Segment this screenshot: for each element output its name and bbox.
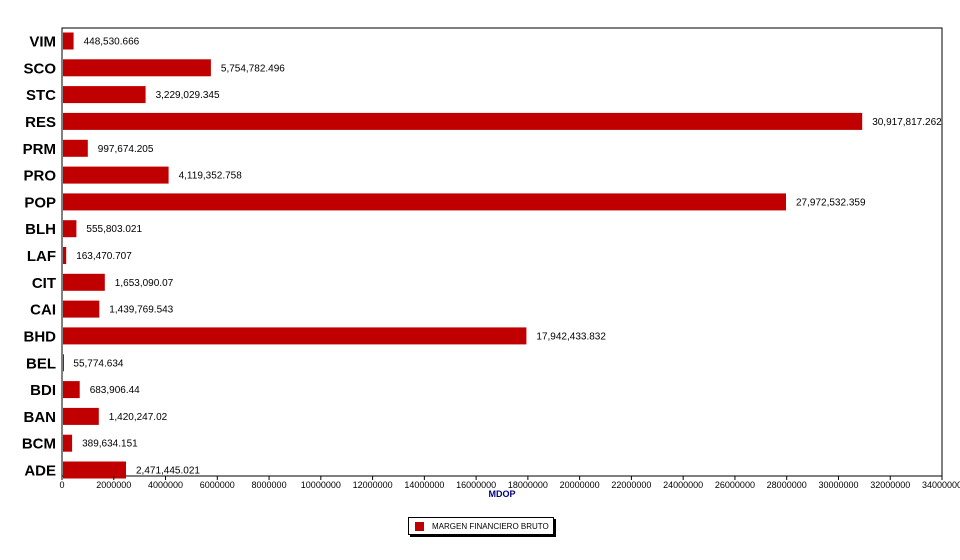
data-label-res: 30,917,817.262	[872, 117, 942, 128]
data-label-stc: 3,229,029.345	[156, 90, 220, 101]
data-label-laf: 163,470.707	[76, 251, 132, 262]
category-label-res: RES	[25, 114, 56, 131]
category-label-bdi: BDI	[30, 382, 56, 399]
bar-bcm	[63, 434, 73, 452]
category-label-bel: BEL	[26, 355, 56, 372]
x-tick-label: 26000000	[715, 480, 755, 490]
category-label-stc: STC	[26, 87, 56, 104]
category-label-laf: LAF	[27, 248, 56, 265]
category-label-vim: VIM	[29, 34, 56, 51]
bar-sco	[63, 59, 211, 77]
x-tick-label: 2000000	[96, 480, 131, 490]
data-label-prm: 997,674.205	[98, 144, 154, 155]
bar-prm	[63, 139, 88, 157]
x-tick-label: 32000000	[870, 480, 910, 490]
data-label-cai: 1,439,769.543	[109, 305, 173, 316]
x-tick-label: 0	[59, 480, 64, 490]
x-tick-label: 8000000	[252, 480, 287, 490]
category-label-pro: PRO	[23, 168, 56, 185]
bar-stc	[63, 86, 146, 104]
bar-ban	[63, 407, 99, 425]
bar-pro	[63, 166, 169, 184]
bar-bdi	[63, 381, 80, 399]
bar-res	[63, 112, 863, 130]
x-tick-label: 28000000	[767, 480, 807, 490]
category-label-blh: BLH	[25, 221, 56, 238]
legend-label: MARGEN FINANCIERO BRUTO	[432, 521, 549, 531]
x-tick-label: 12000000	[353, 480, 393, 490]
x-axis-title: MDOP	[489, 489, 516, 499]
data-label-pop: 27,972,532.359	[796, 197, 866, 208]
category-label-pop: POP	[24, 194, 56, 211]
x-tick-label: 22000000	[611, 480, 651, 490]
data-label-pro: 4,119,352.758	[179, 171, 243, 182]
x-tick-label: 4000000	[148, 480, 183, 490]
bar-vim	[63, 32, 74, 50]
data-label-blh: 555,803.021	[86, 224, 142, 235]
category-label-bhd: BHD	[24, 328, 57, 345]
bar-ade	[63, 461, 126, 479]
x-tick-label: 10000000	[301, 480, 341, 490]
data-label-ade: 2,471,445.021	[136, 466, 200, 477]
plot-area-frame	[61, 27, 943, 477]
category-label-ban: BAN	[24, 409, 57, 426]
x-tick-label: 30000000	[818, 480, 858, 490]
x-tick-label: 34000000	[922, 480, 960, 490]
data-label-ban: 1,420,247.02	[109, 412, 168, 423]
x-tick-label: 20000000	[560, 480, 600, 490]
bars-layer: VIM 448,530.666 SCO 5,754,782.496 STC 3,229,0…	[22, 32, 942, 480]
bar-laf	[63, 247, 67, 264]
data-label-bel: 55,774.634	[73, 358, 123, 369]
bar-pop	[63, 193, 786, 211]
category-label-cit: CIT	[32, 275, 56, 292]
legend: MARGEN FINANCIERO BRUTO	[408, 517, 554, 535]
bar-cai	[63, 300, 100, 318]
bar-blh	[63, 220, 77, 238]
bar-cit	[63, 273, 105, 291]
legend-swatch-icon	[415, 521, 424, 531]
category-label-ade: ADE	[24, 463, 56, 480]
category-label-bcm: BCM	[22, 436, 56, 453]
x-tick-label: 14000000	[404, 480, 444, 490]
x-axis-ticks: 0 2000000 4000000 6000000 8000000 10000000 120…	[59, 476, 960, 490]
data-label-sco: 5,754,782.496	[221, 63, 285, 74]
data-label-bcm: 389,634.151	[82, 439, 138, 450]
x-tick-label: 18000000	[508, 480, 548, 490]
x-tick-label: 16000000	[456, 480, 496, 490]
data-label-bhd: 17,942,433.832	[536, 331, 606, 342]
data-label-cit: 1,653,090.07	[115, 278, 174, 289]
bar-bhd	[63, 327, 527, 345]
category-label-sco: SCO	[23, 60, 56, 77]
x-tick-label: 6000000	[200, 480, 235, 490]
category-label-cai: CAI	[30, 302, 56, 319]
x-tick-label: 24000000	[663, 480, 703, 490]
category-label-prm: PRM	[23, 141, 56, 158]
data-label-vim: 448,530.666	[84, 37, 140, 48]
bar-bel	[63, 354, 64, 372]
data-label-bdi: 683,906.44	[90, 385, 140, 396]
